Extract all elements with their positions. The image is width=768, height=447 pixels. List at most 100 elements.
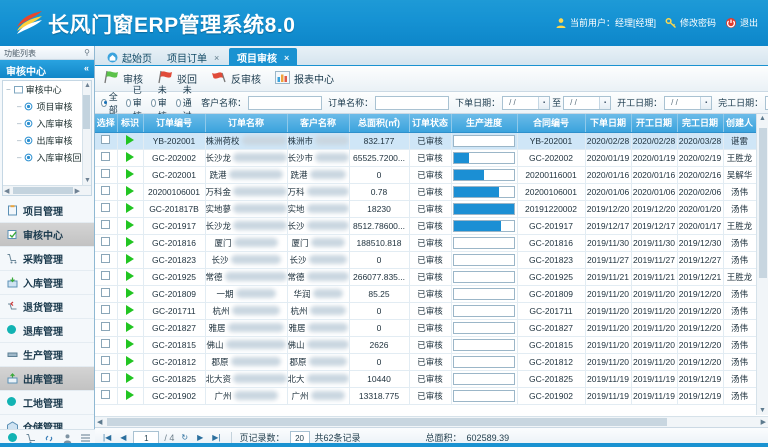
col-order-no[interactable]: 订单编号 xyxy=(143,114,206,133)
sidebar-item-site-management[interactable]: 工地管理 xyxy=(0,391,94,415)
row-select-cell[interactable] xyxy=(95,217,118,235)
expand-toggle-icon[interactable]: − xyxy=(6,85,11,94)
table-row[interactable]: GC-201816 厦门 厦门 188510.818 已审核 GC-201816 2019/… xyxy=(95,234,757,252)
row-select-cell[interactable] xyxy=(95,251,118,269)
row-flag-cell[interactable] xyxy=(117,183,144,201)
row-checkbox[interactable] xyxy=(101,169,111,178)
row-checkbox[interactable] xyxy=(101,254,111,263)
tree-node-root[interactable]: − 审核中心 xyxy=(3,81,91,98)
chevron-left-icon[interactable]: « xyxy=(83,63,89,73)
start-date-input[interactable]: / / ▪ xyxy=(664,95,713,110)
table-row[interactable]: GC-201809 一期 华润 85.25 已审核 GC-201809 2019/11/20… xyxy=(95,285,757,303)
calendar-icon[interactable]: ▪ xyxy=(538,96,550,109)
scroll-down-icon[interactable]: ▼ xyxy=(759,407,766,414)
tree-node-project-audit[interactable]: – 项目审核 xyxy=(3,98,91,115)
refresh-icon[interactable]: ↻ xyxy=(181,433,189,442)
row-select-cell[interactable] xyxy=(95,268,118,286)
tree-vertical-scrollbar[interactable]: ▲ ▼ xyxy=(82,81,91,195)
sidebar-item-purchase-management[interactable]: 采购管理 xyxy=(0,247,94,271)
row-select-cell[interactable] xyxy=(95,336,118,354)
close-icon[interactable]: × xyxy=(284,52,290,63)
row-flag-cell[interactable] xyxy=(117,200,144,218)
tab-project-audit[interactable]: 项目审核 × xyxy=(229,48,298,66)
col-order-date[interactable]: 下单日期 xyxy=(585,114,632,133)
col-status[interactable]: 订单状态 xyxy=(409,114,452,133)
close-icon[interactable]: × xyxy=(214,52,220,63)
sidebar-item-production-management[interactable]: 生产管理 xyxy=(0,343,94,367)
report-center-button[interactable]: 报表中心 xyxy=(275,70,334,87)
row-flag-cell[interactable] xyxy=(117,166,144,184)
row-checkbox[interactable] xyxy=(101,186,111,195)
col-finish-date[interactable]: 完工日期 xyxy=(677,114,724,133)
col-flag[interactable]: 标识 xyxy=(117,114,144,133)
table-row[interactable]: GC-201711 杭州 杭州 0 已审核 GC-201711 2019/11/20 2019… xyxy=(95,302,757,320)
table-row[interactable]: GC-201823 长沙 长沙 0 已审核 GC-201823 2019/11/27 2019… xyxy=(95,251,757,269)
row-flag-cell[interactable] xyxy=(117,285,144,303)
order-name-input[interactable] xyxy=(375,95,450,110)
row-select-cell[interactable] xyxy=(95,234,118,252)
row-flag-cell[interactable] xyxy=(117,370,144,388)
unaudit-button[interactable]: 反审核 xyxy=(211,70,261,87)
grid-vertical-scroll-thumb[interactable] xyxy=(759,128,767,278)
row-checkbox[interactable] xyxy=(101,356,111,365)
tab-home[interactable]: 起始页 xyxy=(99,48,160,66)
scroll-right-icon[interactable]: ▶ xyxy=(760,419,766,426)
col-select[interactable]: 选择 xyxy=(95,114,118,133)
calendar-icon[interactable]: ▪ xyxy=(700,96,712,109)
row-flag-cell[interactable] xyxy=(117,302,144,320)
row-flag-cell[interactable] xyxy=(117,353,144,371)
row-checkbox[interactable] xyxy=(101,373,111,382)
table-row[interactable]: GC-201815 佛山 佛山 2626 已审核 GC-201815 2019/11/20 2… xyxy=(95,336,757,354)
row-checkbox[interactable] xyxy=(101,271,111,280)
change-password-button[interactable]: 修改密码 xyxy=(665,16,716,29)
tree-horizontal-scrollbar[interactable]: ◀ ▶ xyxy=(3,185,91,195)
table-row[interactable]: GC-201825 北大资 北大 10440 已审核 GC-201825 2019/11/1… xyxy=(95,370,757,388)
grid-horizontal-scroll-thumb[interactable] xyxy=(107,418,667,426)
row-flag-cell[interactable] xyxy=(117,132,144,150)
dot-icon[interactable] xyxy=(8,433,19,444)
table-row[interactable]: GC-201827 雅居 雅居 0 已审核 GC-201827 2019/11/20 2019… xyxy=(95,319,757,337)
row-checkbox[interactable] xyxy=(101,390,111,399)
finish-date-input[interactable]: / / xyxy=(765,95,768,110)
row-select-cell[interactable] xyxy=(95,149,118,167)
grid-horizontal-scrollbar[interactable]: ◀ ▶ xyxy=(95,416,768,427)
col-contract[interactable]: 合同编号 xyxy=(517,114,586,133)
scroll-down-icon[interactable]: ▼ xyxy=(84,177,91,184)
order-date-from-input[interactable]: / / ▪ xyxy=(502,95,551,110)
row-flag-cell[interactable] xyxy=(117,336,144,354)
row-select-cell[interactable] xyxy=(95,370,118,388)
table-row[interactable]: GC-201902 广州 广州 13318.775 已审核 GC-201902 2019/1… xyxy=(95,387,757,405)
sidebar-item-audit-center[interactable]: 审核中心 xyxy=(0,223,94,247)
row-select-cell[interactable] xyxy=(95,132,118,150)
row-flag-cell[interactable] xyxy=(117,319,144,337)
scroll-left-icon[interactable]: ◀ xyxy=(97,419,103,426)
row-flag-cell[interactable] xyxy=(117,217,144,235)
row-flag-cell[interactable] xyxy=(117,268,144,286)
table-row[interactable]: GC-202002 长沙龙 长沙市 65525.7200... 已审核 GC-202002… xyxy=(95,149,757,167)
table-row[interactable]: GC-201812 郡原 郡原 0 已审核 GC-201812 2019/11/20 2019… xyxy=(95,353,757,371)
row-select-cell[interactable] xyxy=(95,183,118,201)
row-checkbox[interactable] xyxy=(101,135,111,144)
row-select-cell[interactable] xyxy=(95,387,118,405)
row-select-cell[interactable] xyxy=(95,302,118,320)
link-icon[interactable] xyxy=(44,433,55,444)
table-row[interactable]: GC-202001 跣港 跣港 0 已审核 20200116001 2020/01/16 20… xyxy=(95,166,757,184)
row-checkbox[interactable] xyxy=(101,322,111,331)
row-checkbox[interactable] xyxy=(101,220,111,229)
row-flag-cell[interactable] xyxy=(117,234,144,252)
row-checkbox[interactable] xyxy=(101,237,111,246)
customer-input[interactable] xyxy=(248,95,323,110)
prev-page-icon[interactable]: ◀ xyxy=(120,433,127,442)
col-progress[interactable]: 生产进度 xyxy=(451,114,518,133)
col-start-date[interactable]: 开工日期 xyxy=(631,114,678,133)
person-icon[interactable] xyxy=(62,433,73,444)
row-select-cell[interactable] xyxy=(95,319,118,337)
list-icon[interactable] xyxy=(80,433,91,444)
pin-icon[interactable]: ⚲ xyxy=(84,48,90,57)
scroll-up-icon[interactable]: ▲ xyxy=(84,82,91,89)
row-select-cell[interactable] xyxy=(95,200,118,218)
logout-button[interactable]: 退出 xyxy=(725,16,758,29)
table-row[interactable]: GC-201917 长沙龙 长沙 8512.78600... 已审核 GC-201917 2… xyxy=(95,217,757,235)
scroll-right-icon[interactable]: ▶ xyxy=(74,188,80,195)
next-page-icon[interactable]: ▶ xyxy=(197,433,204,442)
